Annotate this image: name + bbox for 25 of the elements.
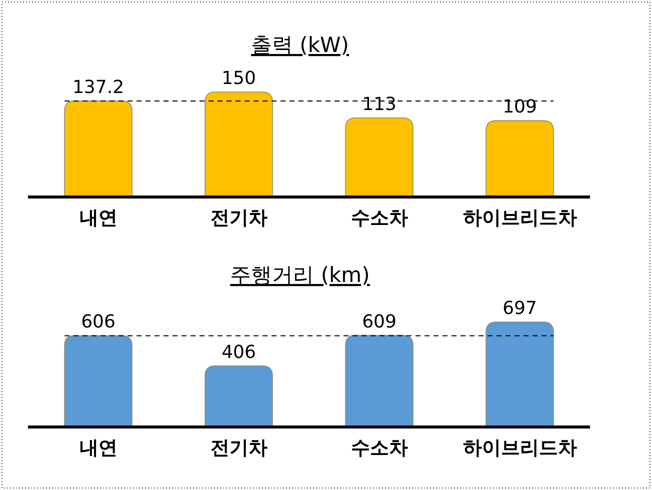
x-tick-label: 전기차 <box>210 207 268 229</box>
chart-title: 주행거리 (km) <box>230 263 370 287</box>
x-tick-label: 전기차 <box>210 437 268 459</box>
bar <box>486 120 554 198</box>
bar <box>204 92 273 198</box>
data-label: 406 <box>222 342 256 363</box>
chart-title: 출력 (kW) <box>251 33 349 57</box>
x-tick-label: 수소차 <box>350 207 408 229</box>
data-label: 150 <box>222 68 256 89</box>
x-tick-label: 수소차 <box>350 437 408 459</box>
data-label: 697 <box>502 298 537 319</box>
x-tick-label: 내연 <box>79 437 118 459</box>
bar <box>64 100 132 198</box>
bar <box>64 335 132 428</box>
data-label: 113 <box>362 94 396 115</box>
bar <box>204 365 273 428</box>
bar <box>486 322 554 428</box>
x-tick-label: 내연 <box>79 207 118 229</box>
x-tick-label: 하이브리드차 <box>462 437 577 459</box>
data-label: 137.2 <box>72 76 124 98</box>
data-label: 606 <box>81 312 116 333</box>
bar <box>345 334 414 428</box>
bar <box>345 118 414 198</box>
data-label: 609 <box>362 311 396 332</box>
x-tick-label: 하이브리드차 <box>462 207 577 229</box>
